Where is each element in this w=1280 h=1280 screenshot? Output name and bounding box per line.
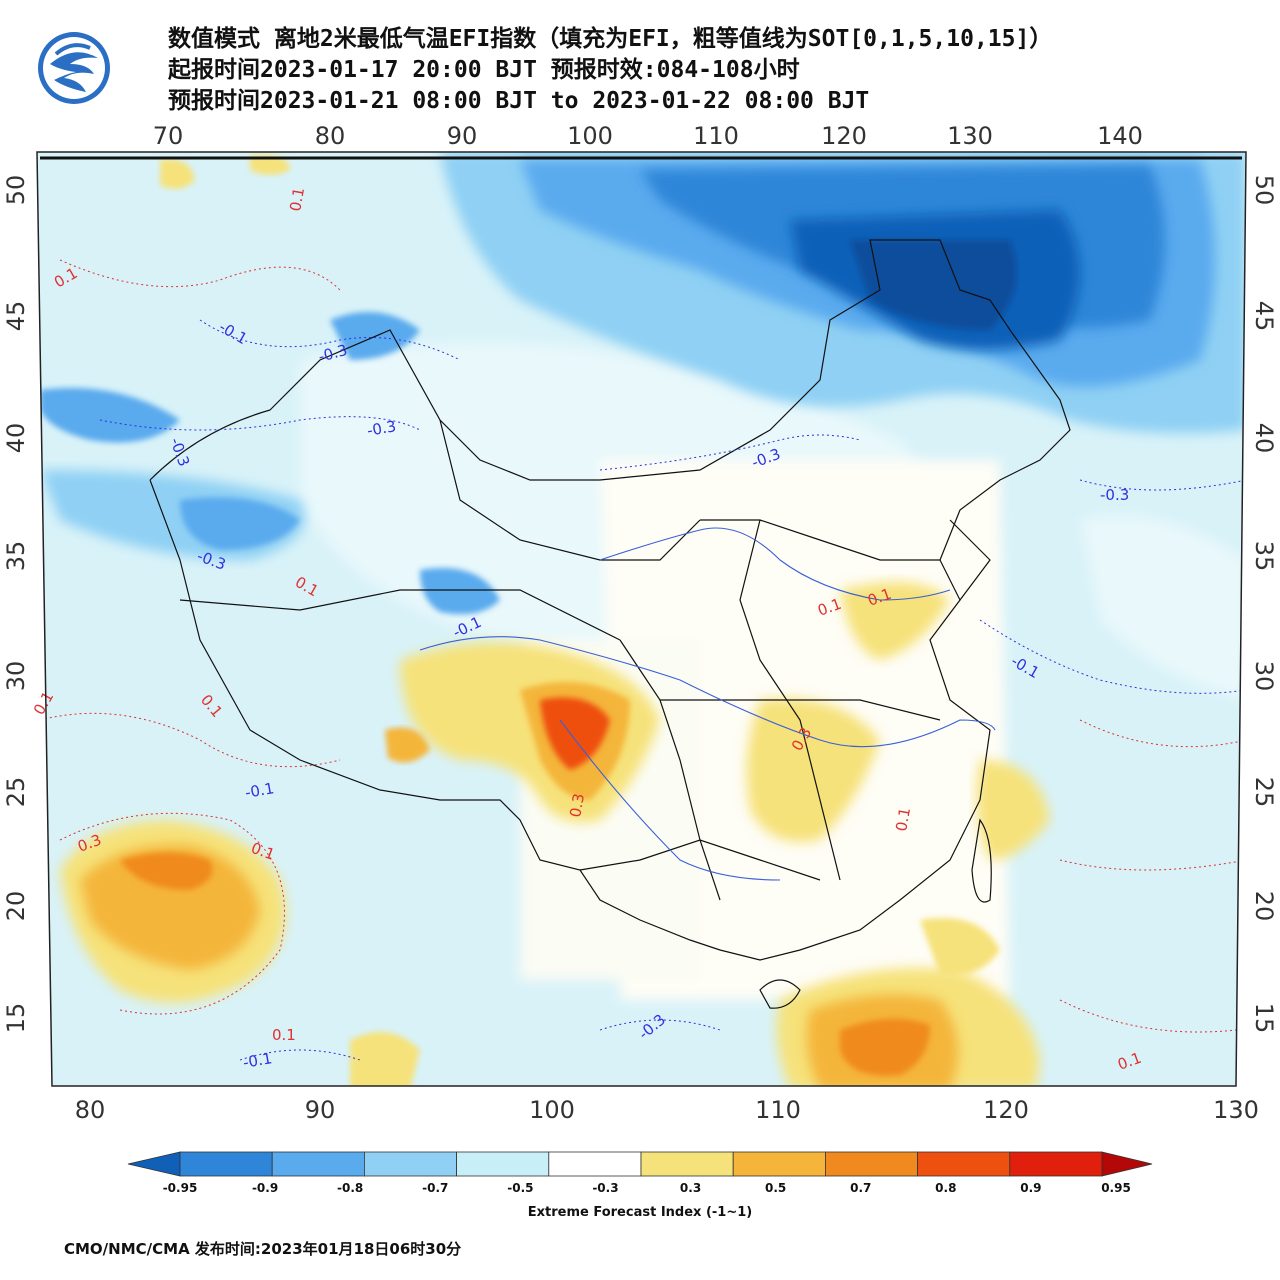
left-lat-label: 20 xyxy=(2,891,30,922)
colorbar-cell xyxy=(179,1151,273,1177)
map-contours xyxy=(39,259,1246,1061)
map-frame xyxy=(36,151,1247,1087)
top-lon-label: 120 xyxy=(821,122,867,150)
colorbar-cell xyxy=(456,1151,550,1177)
left-lat-label: 30 xyxy=(2,661,30,692)
right-lat-label: 35 xyxy=(1250,541,1278,572)
bottom-lon-label: 110 xyxy=(755,1096,801,1124)
map-borders xyxy=(149,239,1071,1009)
contour-label: -0.1 xyxy=(242,1049,274,1072)
colorbar-tick-label: 0.95 xyxy=(1101,1181,1131,1195)
title-line-2: 起报时间2023-01-17 20:00 BJT 预报时效:084-108小时 xyxy=(168,57,800,83)
bottom-lon-label: 120 xyxy=(983,1096,1029,1124)
colorbar-tick-label: -0.7 xyxy=(422,1181,448,1195)
right-lat-label: 50 xyxy=(1250,175,1278,206)
colorbar-tick-label: 0.9 xyxy=(1020,1181,1041,1195)
contour-label: 0.1 xyxy=(272,1026,296,1044)
colorbar-tick-label: 0.3 xyxy=(680,1181,701,1195)
right-lat-label: 15 xyxy=(1250,1003,1278,1034)
title-line-1: 数值模式 离地2米最低气温EFI指数（填充为EFI，粗等值线为SOT[0,1,5… xyxy=(168,26,1053,52)
bottom-lon-label: 90 xyxy=(305,1096,336,1124)
colorbar-arrow-right xyxy=(1101,1151,1153,1177)
colorbar-labels: -0.95 -0.9 -0.8 -0.7 -0.5 -0.3 0.3 0.5 0.7 0.8 0.9… xyxy=(163,1181,1131,1195)
right-lat-label: 45 xyxy=(1250,301,1278,332)
right-lat-label: 20 xyxy=(1250,891,1278,922)
colorbar-cell xyxy=(271,1151,365,1177)
colorbar-arrow-left xyxy=(127,1151,181,1177)
colorbar-cell xyxy=(917,1151,1011,1177)
colorbar-cell xyxy=(825,1151,919,1177)
colorbar-tick-label: -0.9 xyxy=(252,1181,278,1195)
top-lon-label: 70 xyxy=(153,122,184,150)
colorbar-tick-label: -0.5 xyxy=(507,1181,533,1195)
top-lon-label: 100 xyxy=(567,122,613,150)
contour-label: 0.1 xyxy=(286,186,308,213)
left-lat-label: 50 xyxy=(2,175,30,206)
cma-logo xyxy=(38,32,110,104)
top-lon-label: 140 xyxy=(1097,122,1143,150)
colorbar-tick-label: 0.7 xyxy=(850,1181,871,1195)
top-lon-label: 90 xyxy=(447,122,478,150)
colorbar-cells xyxy=(127,1151,1153,1177)
contour-label: 0.1 xyxy=(892,806,914,833)
colorbar-cell xyxy=(732,1151,826,1177)
colorbar-title: Extreme Forecast Index (-1~1) xyxy=(528,1205,752,1220)
colorbar-cell xyxy=(1009,1151,1103,1177)
contour-label: -0.1 xyxy=(244,779,276,802)
colorbar-tick-label: -0.3 xyxy=(592,1181,618,1195)
map-fill xyxy=(37,152,1246,1086)
right-lat-label: 25 xyxy=(1250,777,1278,808)
right-lat-label: 40 xyxy=(1250,423,1278,454)
colorbar-tick-label: 0.5 xyxy=(765,1181,786,1195)
right-lat-label: 30 xyxy=(1250,661,1278,692)
title-line-3: 预报时间2023-01-21 08:00 BJT to 2023-01-22 0… xyxy=(168,88,870,114)
bottom-lon-label: 80 xyxy=(75,1096,106,1124)
top-lon-label: 130 xyxy=(947,122,993,150)
axis-labels: 70 80 90 100 110 120 130 140 80 90 100 1… xyxy=(2,122,1278,1124)
colorbar-tick-label: -0.8 xyxy=(337,1181,363,1195)
contour-label: -0.3 xyxy=(366,417,398,440)
colorbar-cell xyxy=(363,1151,457,1177)
left-lat-label: 40 xyxy=(2,423,30,454)
left-lat-label: 15 xyxy=(2,1003,30,1034)
bottom-lon-label: 130 xyxy=(1213,1096,1259,1124)
footer-publish-time: CMO/NMC/CMA 发布时间:2023年01月18日06时30分 xyxy=(64,1240,462,1258)
colorbar-tick-label: 0.8 xyxy=(935,1181,956,1195)
top-lon-label: 80 xyxy=(315,122,346,150)
contour-label: 0.3 xyxy=(566,792,588,819)
colorbar-cell xyxy=(640,1151,734,1177)
map-rivers xyxy=(419,527,996,881)
top-lon-label: 110 xyxy=(693,122,739,150)
left-lat-label: 35 xyxy=(2,541,30,572)
left-lat-label: 45 xyxy=(2,301,30,332)
colorbar-cell xyxy=(548,1151,642,1177)
chart-title: 数值模式 离地2米最低气温EFI指数（填充为EFI，粗等值线为SOT[0,1,5… xyxy=(168,24,1052,117)
colorbar-tick-label: -0.95 xyxy=(163,1181,198,1195)
left-lat-label: 25 xyxy=(2,777,30,808)
bottom-lon-label: 100 xyxy=(529,1096,575,1124)
contour-label: -0.3 xyxy=(1100,486,1129,504)
efi-map: 0.1 0.1 -0.1 -0.3 -0.3 -0.3 -0.3 -0.3 -0… xyxy=(2,122,1278,1124)
